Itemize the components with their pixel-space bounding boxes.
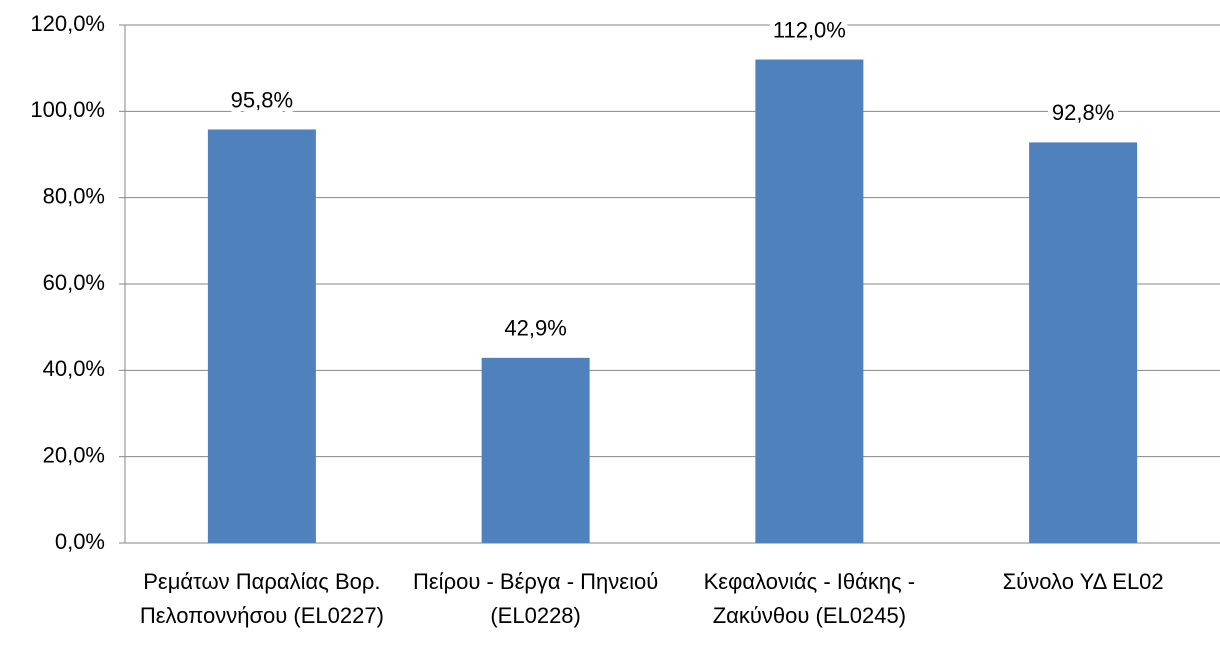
data-label: 92,8% [1052, 100, 1114, 125]
x-tick-label: Πείρου - Βέργα - Πηνειού (EL0228) [412, 569, 659, 628]
bar [755, 59, 864, 544]
bar [1029, 142, 1138, 543]
data-label: 42,9% [504, 316, 566, 341]
y-tick-label: 0,0% [55, 529, 105, 554]
y-tick-label: 40,0% [43, 356, 105, 381]
x-tick-label: Ρεμάτων Παραλίας Βορ. Πελοποννήσου (EL02… [139, 569, 384, 628]
x-tick-label: Σύνολο ΥΔ EL02 [1002, 569, 1164, 594]
y-tick-label: 20,0% [43, 442, 105, 467]
data-label: 95,8% [231, 87, 293, 112]
y-tick-label: 80,0% [43, 183, 105, 208]
data-label: 112,0% [773, 17, 846, 42]
y-tick-label: 120,0% [30, 11, 105, 36]
x-tick-label: Κεφαλονιάς - Ιθάκης - Ζακύνθου (EL0245) [703, 569, 916, 628]
bar [481, 357, 590, 543]
bar [207, 129, 316, 544]
y-tick-label: 100,0% [30, 97, 105, 122]
y-tick-label: 60,0% [43, 270, 105, 295]
